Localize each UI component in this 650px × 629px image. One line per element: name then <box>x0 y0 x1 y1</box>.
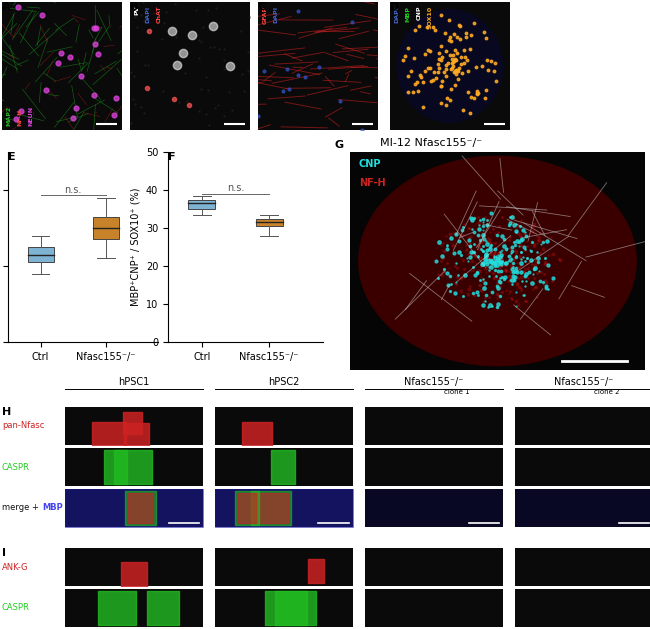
Text: D: D <box>390 2 399 12</box>
Text: A: A <box>2 2 10 12</box>
Text: ANK-G: ANK-G <box>2 562 29 572</box>
Text: clone 1: clone 1 <box>444 389 469 395</box>
Text: n.s.: n.s. <box>227 182 244 192</box>
FancyBboxPatch shape <box>27 247 54 262</box>
Polygon shape <box>397 9 503 122</box>
Text: F: F <box>168 152 176 162</box>
Text: DAPI: DAPI <box>395 6 400 23</box>
Text: CASPR: CASPR <box>2 603 30 613</box>
FancyBboxPatch shape <box>188 199 215 209</box>
Text: ChAT: ChAT <box>157 6 161 23</box>
Text: CASPR: CASPR <box>2 462 30 472</box>
Text: hPSC1: hPSC1 <box>118 377 150 387</box>
Y-axis label: MBP⁺CNP⁺ / SOX10⁺ (%): MBP⁺CNP⁺ / SOX10⁺ (%) <box>131 187 140 306</box>
Text: SOX10: SOX10 <box>427 6 432 29</box>
Text: H: H <box>2 407 11 417</box>
FancyBboxPatch shape <box>255 218 283 226</box>
Text: G: G <box>335 140 344 150</box>
Text: Nfasc155⁻/⁻: Nfasc155⁻/⁻ <box>404 377 463 387</box>
Text: n.s.: n.s. <box>64 184 82 194</box>
Text: GFAP: GFAP <box>263 6 268 24</box>
Text: DAPI: DAPI <box>274 6 279 23</box>
Text: CNP: CNP <box>417 6 421 20</box>
Text: MBP: MBP <box>42 503 63 513</box>
Text: E: E <box>8 152 16 162</box>
Text: PV: PV <box>135 6 140 15</box>
Text: MI-12 Nfasc155⁻/⁻: MI-12 Nfasc155⁻/⁻ <box>380 138 482 148</box>
FancyBboxPatch shape <box>93 216 119 240</box>
Text: I: I <box>2 548 6 558</box>
Text: B: B <box>130 2 138 12</box>
Text: C: C <box>258 2 266 12</box>
Polygon shape <box>359 157 636 365</box>
Text: clone 2: clone 2 <box>594 389 619 395</box>
Text: hPSC2: hPSC2 <box>268 377 300 387</box>
Text: DAPI: DAPI <box>146 6 151 23</box>
Text: pan-Nfasc: pan-Nfasc <box>2 421 44 430</box>
Text: CNP: CNP <box>359 159 382 169</box>
Text: MAP2: MAP2 <box>6 106 12 126</box>
Text: NF-H: NF-H <box>359 178 385 188</box>
Text: NEUN: NEUN <box>29 106 33 126</box>
Text: Nfasc155⁻/⁻: Nfasc155⁻/⁻ <box>554 377 614 387</box>
Text: merge +: merge + <box>2 503 42 513</box>
Text: NF-H: NF-H <box>18 109 23 126</box>
Text: MBP: MBP <box>406 6 411 22</box>
